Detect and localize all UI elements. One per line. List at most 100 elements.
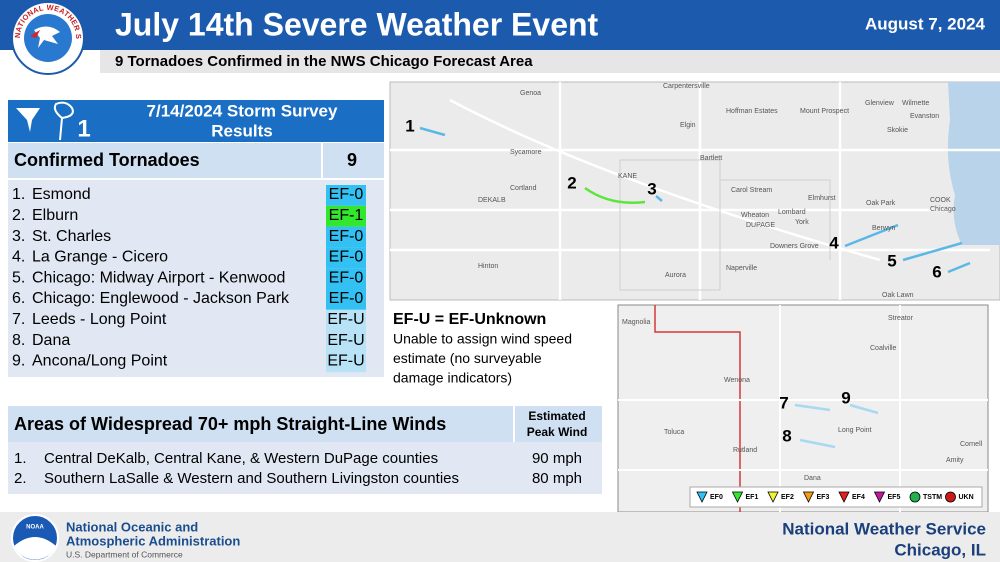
map-1 xyxy=(389,81,1000,301)
rating-cell xyxy=(326,247,366,269)
efu-line: estimate (no surveyable xyxy=(393,350,542,366)
tornado-rows: 1. Esmond EF-0 2. Elburn EF-1 3. St. Charles EF-… xyxy=(12,185,366,373)
track xyxy=(799,438,836,449)
tornado-name: Chicago: Midway Airport - Kenwood xyxy=(32,269,285,286)
tornado-rating: EF-0 xyxy=(329,228,364,245)
agency: Atmospheric Administration xyxy=(66,533,240,548)
office: National Weather Service xyxy=(782,519,986,538)
legend-label: EF3 xyxy=(817,494,830,501)
legend-symbol xyxy=(696,491,708,503)
place-label: Mount Prospect xyxy=(800,108,849,115)
tornado-name: Leeds - Long Point xyxy=(32,311,167,328)
tree-icon xyxy=(53,101,74,141)
track-label: 6 xyxy=(932,262,941,281)
lake xyxy=(947,82,1000,245)
track xyxy=(794,403,831,412)
rating-cell xyxy=(326,351,366,373)
tornado-rating: EF-0 xyxy=(329,249,364,266)
confirmed-count: 9 xyxy=(347,150,357,170)
roads xyxy=(390,82,1000,300)
confirmed-label: Confirmed Tornadoes xyxy=(14,150,200,170)
place-label: Coalville xyxy=(870,345,897,352)
rating-cell xyxy=(326,268,366,289)
track xyxy=(902,241,963,262)
tornado-rating: EF-0 xyxy=(329,290,364,307)
wind-area: Southern LaSalle & Western and Southern … xyxy=(44,470,459,487)
tornado-name: La Grange - Cicero xyxy=(32,249,168,266)
tornado-number: 8. xyxy=(12,332,25,349)
tornado-rating: EF-U xyxy=(327,353,364,370)
place-label: Carol Stream xyxy=(731,187,772,194)
survey-title: 7/14/2024 Storm Survey xyxy=(147,101,338,120)
place-label: Aurora xyxy=(665,272,686,279)
legend-symbol xyxy=(802,491,815,503)
county-lines xyxy=(619,159,831,291)
track xyxy=(849,403,879,415)
survey-title: Results xyxy=(211,121,272,140)
legend-symbol xyxy=(873,491,886,503)
place-label: Chicago xyxy=(930,206,956,213)
noaa-logo-text: NOAA xyxy=(26,525,44,531)
winds-column: Peak Wind xyxy=(527,425,588,439)
tornado-name: Esmond xyxy=(32,186,91,203)
tornado-number: 3. xyxy=(12,228,25,245)
place-label: Berwyn xyxy=(872,225,895,232)
map-background xyxy=(389,81,1000,301)
efu-line: damage indicators) xyxy=(393,370,512,386)
place-label: Dana xyxy=(804,475,821,482)
place-label: Wheaton xyxy=(741,212,769,219)
place-label: Glenview xyxy=(865,100,895,107)
rating-cell xyxy=(326,309,366,331)
legend-label: TSTM xyxy=(923,494,942,501)
rating-cell xyxy=(326,205,366,227)
legend-label: EF2 xyxy=(781,494,794,501)
track-label: 2 xyxy=(567,173,576,192)
place-label: Amity xyxy=(946,457,964,464)
place-label: Hinton xyxy=(478,263,498,270)
legend-symbol xyxy=(838,491,850,503)
tornado-number: 6. xyxy=(12,290,25,307)
tornado-name: Elburn xyxy=(32,207,78,224)
tornado-rating: EF-0 xyxy=(329,269,364,286)
track-label: 8 xyxy=(782,426,791,445)
place-label: Lombard xyxy=(778,209,806,216)
place-label: Wenona xyxy=(724,377,750,384)
legend-box xyxy=(689,486,983,508)
wind-number: 1. xyxy=(14,450,27,467)
legend-label: UKN xyxy=(959,494,974,501)
legend-label: EF0 xyxy=(710,494,723,501)
map-background xyxy=(617,304,989,513)
tornado-name: Ancona/Long Point xyxy=(32,353,168,370)
subtitle: 9 Tornadoes Confirmed in the NWS Chicago… xyxy=(115,53,533,70)
tornado-number: 9. xyxy=(12,353,25,370)
place-label: Elmhurst xyxy=(808,195,836,202)
legend-symbol xyxy=(909,491,921,503)
legend-symbol xyxy=(767,491,779,503)
place-label: Oak Lawn xyxy=(882,292,914,299)
track-label: 5 xyxy=(887,251,896,270)
track xyxy=(947,261,971,274)
rating-cell xyxy=(326,226,366,248)
agency: National Oceanic and xyxy=(66,519,198,534)
department: U.S. Department of Commerce xyxy=(66,549,183,559)
rating-cell xyxy=(326,289,366,310)
place-label: Bartlett xyxy=(700,155,722,162)
place-label: DEKALB xyxy=(478,197,506,204)
title: July 14th Severe Weather Event xyxy=(115,6,599,42)
tornado-list xyxy=(8,180,384,377)
place-label: Long Point xyxy=(838,427,872,434)
place-label: KANE xyxy=(618,173,637,180)
place-label: Wilmette xyxy=(902,100,929,107)
place-label: Naperville xyxy=(726,265,757,272)
tornado-number: 4. xyxy=(12,249,25,266)
track xyxy=(844,223,899,248)
tornado-rating: EF-0 xyxy=(329,186,364,203)
track-label: 3 xyxy=(647,179,656,198)
legend-symbol xyxy=(731,491,744,503)
winds-title: Areas of Widespread 70+ mph Straight-Lin… xyxy=(14,414,446,434)
rating-cell xyxy=(326,330,366,352)
place-label: Skokie xyxy=(887,127,908,134)
wind-speed: 80 mph xyxy=(532,470,582,487)
tornado-rating: EF-1 xyxy=(329,207,364,224)
